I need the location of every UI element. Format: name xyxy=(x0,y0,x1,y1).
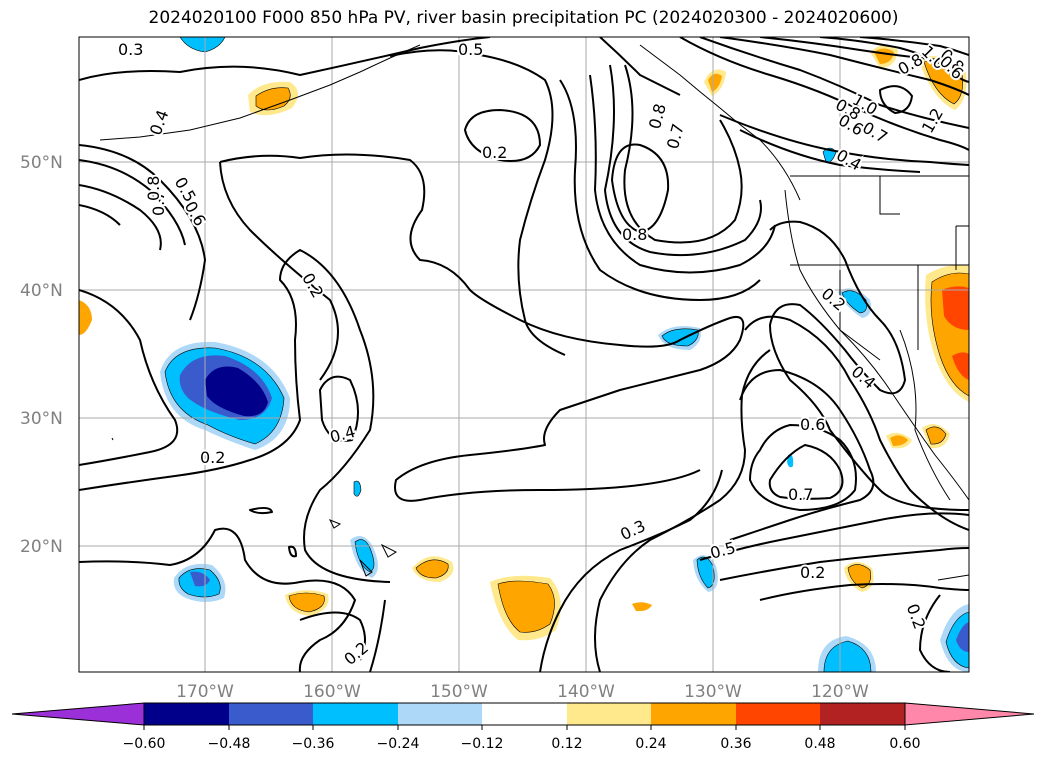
colorbar-segment xyxy=(567,703,651,725)
colorbar-tick: −0.60 xyxy=(123,736,166,752)
colorbar-extend-low xyxy=(11,702,145,726)
colorbar-tick: −0.24 xyxy=(377,736,420,752)
colorbar-segment xyxy=(651,703,736,725)
latitude-labels: 50°N 40°N 30°N 20°N xyxy=(20,153,63,557)
gridlines xyxy=(79,37,969,672)
colorbar-tick: 0.24 xyxy=(635,736,666,752)
contour-label: 0.2 xyxy=(482,143,507,162)
contour-label: 0.7 xyxy=(788,485,813,504)
lon-label-160w: 160°W xyxy=(303,682,361,702)
contour-label: 1.2 xyxy=(918,105,947,137)
colorbar-segment xyxy=(482,703,567,725)
precip-patch xyxy=(952,352,969,380)
contour-label: 0.5 xyxy=(458,40,483,59)
contour-label: 0.2 xyxy=(818,284,850,315)
colorbar-tick: 0.60 xyxy=(889,736,920,752)
colorbar: −0.60 −0.48 −0.36 −0.24 −0.12 0.12 0.24 … xyxy=(11,702,1035,752)
precip-patch xyxy=(890,435,908,446)
contour-label: 0.7 xyxy=(663,121,688,151)
contour-label: 0.2 xyxy=(298,270,327,302)
contour-label: 0.8 xyxy=(645,101,670,131)
precip-patch xyxy=(205,366,268,417)
lat-label-30n: 30°N xyxy=(20,409,63,429)
colorbar-segment xyxy=(313,703,398,725)
contour-label: 0.3 xyxy=(118,40,143,59)
colorbar-extend-high xyxy=(904,702,1035,726)
lon-label-150w: 150°W xyxy=(430,682,488,702)
colorbar-tick: −0.48 xyxy=(208,736,251,752)
precip-patch xyxy=(925,426,947,445)
precip-patch xyxy=(179,37,226,53)
precip-patch xyxy=(255,87,291,111)
precip-patch xyxy=(708,73,722,92)
contour-label: 0.7 xyxy=(149,191,168,216)
contour-label: 0.2 xyxy=(800,563,825,582)
contour-label: 0.8 xyxy=(144,176,163,201)
precip-patch xyxy=(288,592,325,613)
lon-label-130w: 130°W xyxy=(684,682,742,702)
precip-patch xyxy=(79,300,92,335)
precip-patch xyxy=(823,640,872,672)
colorbar-segment xyxy=(398,703,482,725)
colorbar-segment xyxy=(736,703,820,725)
colorbar-tick: −0.12 xyxy=(461,736,504,752)
colorbar-segment xyxy=(229,703,313,725)
precip-patch xyxy=(841,290,868,314)
precip-patch xyxy=(497,580,555,633)
precip-patch xyxy=(956,622,969,652)
lon-label-140w: 140°W xyxy=(557,682,615,702)
lon-label-120w: 120°W xyxy=(811,682,869,702)
colorbar-tick: 0.48 xyxy=(804,736,835,752)
colorbar-segment xyxy=(144,703,229,725)
precip-shading xyxy=(79,37,969,672)
colorbar-tick: 0.36 xyxy=(720,736,751,752)
map-title: 2024020100 F000 850 hPa PV, river basin … xyxy=(148,8,899,28)
contour-label: 0.8 xyxy=(622,225,647,244)
colorbar-segment xyxy=(820,703,905,725)
precip-patch xyxy=(353,480,362,497)
contour-label: 0.2 xyxy=(340,638,372,669)
contour-label: 0.2 xyxy=(903,601,930,631)
precip-patch xyxy=(632,602,652,612)
colorbar-tick: −0.36 xyxy=(292,736,335,752)
map-frame xyxy=(78,36,970,673)
precip-patch xyxy=(847,564,871,589)
coastlines xyxy=(99,44,969,581)
contour-label: 0.6 xyxy=(800,415,825,434)
colorbar-tick: 0.12 xyxy=(551,736,582,752)
pv-contours xyxy=(79,37,969,672)
contour-label: 0.4 xyxy=(848,362,880,393)
contour-label: 0.2 xyxy=(200,448,225,467)
precip-patch xyxy=(415,559,449,579)
lon-label-170w: 170°W xyxy=(176,682,234,702)
lat-label-20n: 20°N xyxy=(20,537,63,557)
lat-label-50n: 50°N xyxy=(20,153,63,173)
precip-patch xyxy=(942,286,969,330)
longitude-labels: 170°W 160°W 150°W 140°W 130°W 120°W xyxy=(176,682,869,702)
lat-label-40n: 40°N xyxy=(20,281,63,301)
contour-label: 0.4 xyxy=(833,145,865,174)
